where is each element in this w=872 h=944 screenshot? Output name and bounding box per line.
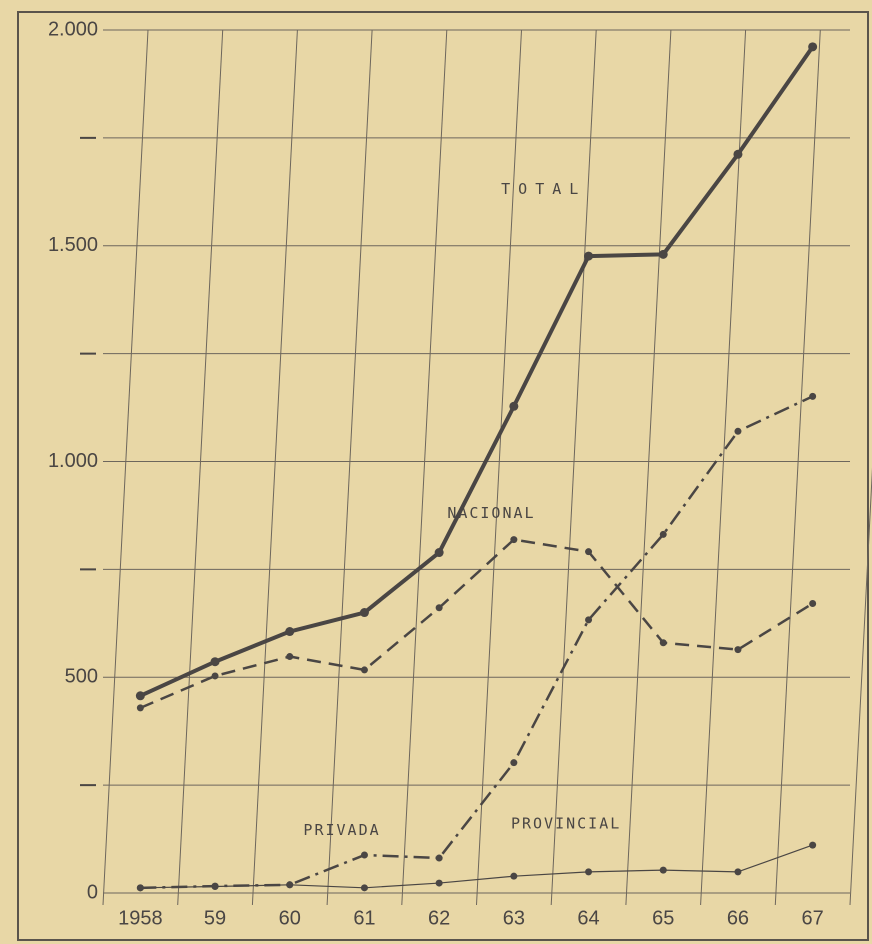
v-grid-line	[849, 467, 872, 906]
series-label: NACIONAL	[447, 504, 535, 522]
v-grid-line	[177, 29, 224, 906]
x-tick-label: 1958	[118, 907, 163, 929]
point	[285, 627, 295, 637]
point	[585, 616, 593, 624]
x-tick-label: 65	[652, 907, 674, 929]
point	[808, 42, 818, 52]
x-tick-label: 62	[428, 907, 450, 929]
x-tick-label: 63	[503, 907, 525, 929]
point	[659, 639, 667, 647]
point	[210, 657, 220, 667]
point	[809, 392, 817, 400]
point	[734, 646, 742, 654]
x-tick-label: 66	[727, 907, 749, 929]
series-label: PRIVADA	[303, 821, 380, 839]
v-grid-line	[326, 29, 373, 906]
series-line	[140, 395, 814, 890]
point	[809, 599, 817, 607]
point	[136, 704, 144, 712]
point	[286, 653, 294, 661]
point	[809, 841, 817, 849]
point	[136, 884, 144, 892]
y-tick-label: 500	[65, 666, 98, 688]
point	[584, 251, 594, 261]
point	[658, 249, 668, 259]
point	[585, 548, 593, 556]
point	[211, 883, 219, 891]
point	[510, 759, 518, 767]
point	[659, 530, 667, 538]
point	[510, 872, 518, 880]
x-tick-label: 59	[204, 907, 226, 929]
point	[734, 427, 742, 435]
point	[360, 666, 368, 674]
series-line	[139, 538, 814, 710]
point	[211, 672, 219, 680]
y-tick-label: 2.000	[48, 18, 98, 40]
point	[435, 879, 443, 887]
point	[733, 149, 743, 159]
x-tick-label: 60	[279, 907, 301, 929]
y-tick-label: 1.500	[48, 234, 98, 256]
series-label: TOTAL	[501, 180, 586, 198]
series-label: PROVINCIAL	[511, 814, 621, 832]
v-grid-line	[476, 29, 522, 906]
v-grid-line	[774, 29, 821, 906]
v-grid-line	[625, 29, 672, 906]
point	[585, 868, 593, 876]
v-grid-line	[251, 29, 298, 906]
point	[286, 881, 294, 889]
point	[734, 868, 742, 876]
point	[360, 851, 368, 859]
point	[434, 548, 444, 558]
series-line	[140, 844, 813, 889]
y-tick-label: 0	[87, 881, 98, 903]
point	[510, 536, 518, 544]
point	[359, 608, 369, 618]
x-tick-label: 67	[802, 907, 824, 929]
x-tick-label: 64	[577, 907, 599, 929]
v-grid-line	[401, 29, 448, 906]
point	[435, 604, 443, 612]
v-grid-line	[102, 29, 149, 906]
y-tick-label: 1.000	[48, 450, 98, 472]
point	[435, 854, 443, 862]
v-grid-line	[700, 29, 747, 906]
v-grid-line	[550, 29, 597, 906]
series-line	[139, 45, 815, 698]
point	[509, 401, 519, 411]
point	[360, 884, 368, 892]
frame	[17, 11, 869, 941]
point	[135, 691, 145, 701]
x-tick-label: 61	[353, 907, 375, 929]
point	[659, 866, 667, 874]
